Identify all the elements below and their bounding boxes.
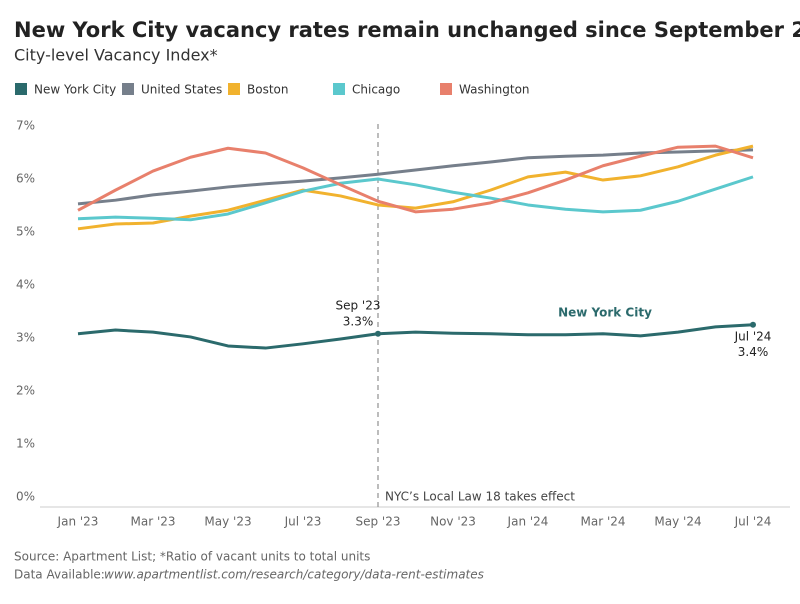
legend-swatch	[15, 83, 27, 95]
legend-swatch	[228, 83, 240, 95]
legend-swatch	[440, 83, 452, 95]
legend-label: Boston	[247, 83, 288, 97]
point-date: Sep '23	[336, 299, 381, 313]
y-tick-label: 3%	[16, 331, 35, 345]
y-tick-label: 4%	[16, 278, 35, 292]
series-line	[77, 323, 754, 350]
x-tick-label: May '24	[654, 515, 701, 529]
y-tick-label: 2%	[16, 384, 35, 398]
point	[750, 321, 756, 328]
value-label: 3.3%	[343, 314, 374, 328]
x-tick-label: Jul '23	[284, 515, 322, 529]
chart-title: New York City vacancy rates remain uncha…	[14, 18, 800, 42]
source-prefix: Data Available:	[14, 568, 105, 582]
x-tick-label: Jan '23	[57, 515, 99, 529]
x-tick-label: Sep '23	[356, 515, 401, 529]
point	[375, 330, 381, 337]
y-tick-label: 6%	[16, 172, 35, 186]
source-url: www.apartmentlist.com/research/category/…	[104, 568, 484, 582]
value-label: 3.4%	[738, 345, 769, 359]
x-tick-label: Jul '24	[734, 515, 772, 529]
legend-label: Chicago	[352, 83, 400, 97]
series-line	[77, 144, 754, 231]
x-tick-label: May '23	[204, 515, 251, 529]
point-date: Jul '24	[734, 330, 772, 344]
legend-swatch	[333, 83, 345, 95]
series-line	[77, 144, 754, 214]
legend-swatch	[122, 83, 134, 95]
series-line	[77, 148, 754, 206]
legend-label: Washington	[459, 83, 530, 97]
y-tick-label: 5%	[16, 225, 35, 239]
y-tick-label: 7%	[16, 119, 35, 133]
y-tick-label: 0%	[16, 490, 35, 504]
series-line	[77, 175, 754, 222]
x-tick-label: Mar '24	[580, 515, 625, 529]
series-label: New York City	[558, 306, 652, 320]
source: Source: Apartment List; *Ratio of vacant…	[14, 550, 370, 564]
x-tick-label: Mar '23	[130, 515, 175, 529]
x-tick-label: Nov '23	[430, 515, 476, 529]
event-label: NYC’s Local Law 18 takes effect	[385, 490, 575, 504]
chart-subtitle: City-level Vacancy Index*	[14, 46, 218, 65]
legend-label: United States	[141, 83, 222, 97]
legend-label: New York City	[34, 83, 116, 97]
y-tick-label: 1%	[16, 437, 35, 451]
x-tick-label: Jan '24	[507, 515, 549, 529]
